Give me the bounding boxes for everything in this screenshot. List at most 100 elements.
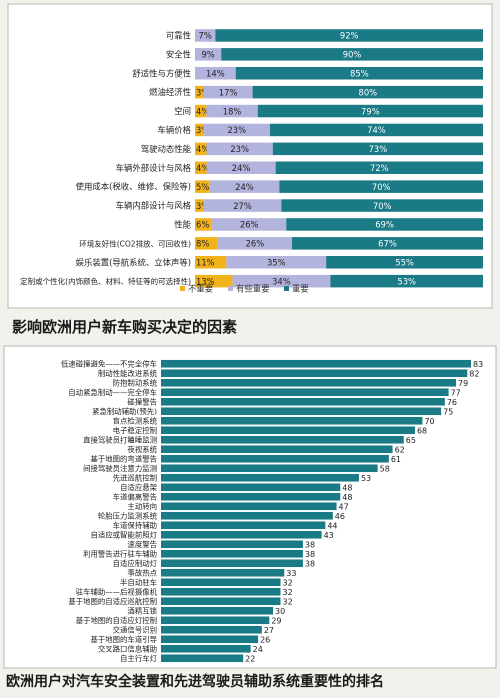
factor-label: 安全性 bbox=[166, 49, 191, 59]
system-bar bbox=[161, 397, 445, 406]
factor-bar-segment bbox=[195, 29, 216, 42]
system-value-label: 29 bbox=[271, 616, 281, 625]
system-bar bbox=[161, 454, 389, 463]
factor-bar-segment bbox=[291, 237, 483, 250]
factor-bar-segment bbox=[195, 274, 233, 288]
factor-value-label: 3% bbox=[196, 201, 209, 211]
system-bar bbox=[161, 416, 423, 425]
system-value-label: 76 bbox=[447, 398, 457, 407]
factor-value-label: 53% bbox=[397, 276, 416, 286]
factor-value-label: 92% bbox=[340, 31, 359, 41]
system-label: 半自动驻车 bbox=[120, 578, 157, 587]
factor-bar-segment bbox=[195, 180, 210, 193]
system-value-label: 33 bbox=[286, 569, 296, 578]
system-value-label: 47 bbox=[339, 502, 349, 511]
factor-value-label: 3% bbox=[196, 87, 209, 97]
system-label: 车道偏离警告 bbox=[113, 493, 157, 502]
factor-bar-segment bbox=[275, 161, 483, 174]
system-value-label: 44 bbox=[327, 521, 337, 530]
factor-label: 空间 bbox=[174, 106, 191, 116]
system-value-label: 62 bbox=[395, 445, 405, 454]
system-value-label: 53 bbox=[361, 474, 371, 483]
factor-bar-segment bbox=[206, 142, 273, 156]
factor-label: 燃油经济性 bbox=[149, 87, 191, 97]
factor-value-label: 73% bbox=[369, 144, 388, 154]
chart1-title: 影响欧洲用户新车购买决定的因素 bbox=[12, 318, 238, 336]
factor-bar-segment bbox=[235, 67, 483, 80]
factor-label: 车辆内部设计与风格 bbox=[116, 201, 192, 211]
factor-bar-segment bbox=[209, 180, 280, 193]
system-value-label: 46 bbox=[335, 512, 345, 521]
system-label: 驻车辅助——后视摄像机 bbox=[76, 588, 158, 597]
system-label: 交叉路口信息辅助 bbox=[98, 645, 157, 654]
system-label: 基于地图的车道引导 bbox=[90, 635, 157, 644]
factor-value-label: 24% bbox=[235, 182, 254, 192]
system-bar bbox=[161, 511, 333, 520]
factor-bar-segment bbox=[269, 123, 483, 137]
factor-bar-segment bbox=[195, 142, 207, 156]
system-label: 事故热点 bbox=[127, 569, 157, 578]
factor-label: 车辆外部设计与风格 bbox=[116, 163, 192, 173]
legend-swatch bbox=[284, 286, 289, 291]
system-bar bbox=[161, 521, 326, 530]
system-label: 自适应或智能前照灯 bbox=[90, 531, 157, 540]
legend-label: 有些重要 bbox=[236, 284, 270, 294]
system-value-label: 83 bbox=[473, 360, 483, 369]
factor-label: 驾驶动态性能 bbox=[141, 144, 192, 154]
factor-bar-segment bbox=[252, 85, 483, 99]
system-bar bbox=[161, 635, 259, 644]
factor-value-label: 11% bbox=[196, 257, 215, 267]
system-value-label: 38 bbox=[305, 550, 315, 559]
system-label: 碰撞警告 bbox=[127, 398, 157, 407]
factor-value-label: 69% bbox=[375, 220, 394, 230]
factor-bar-segment bbox=[215, 29, 483, 42]
factor-bar-segment bbox=[195, 48, 222, 61]
system-value-label: 70 bbox=[424, 417, 434, 426]
factor-bar-segment bbox=[281, 199, 483, 212]
factor-bar-segment bbox=[326, 256, 483, 269]
chart2-title: 欧洲用户对汽车安全装置和先进驾驶员辅助系统重要性的排名 bbox=[6, 674, 384, 690]
system-value-label: 65 bbox=[406, 436, 416, 445]
factor-value-label: 18% bbox=[223, 106, 242, 116]
system-label: 车道保持辅助 bbox=[113, 521, 157, 530]
factor-label: 可靠性 bbox=[166, 30, 191, 40]
factor-label: 娱乐装置(导航系统、立体声等) bbox=[76, 257, 191, 267]
factor-bar-segment bbox=[232, 274, 331, 288]
factor-bar-segment bbox=[206, 161, 276, 174]
system-label: 盲点检测系统 bbox=[113, 417, 158, 426]
factor-value-label: 24% bbox=[232, 163, 251, 173]
factor-bar-segment bbox=[195, 256, 227, 269]
factor-value-label: 6% bbox=[196, 220, 209, 230]
factor-label: 车辆价格 bbox=[158, 125, 192, 135]
factor-label: 舒适性与方便性 bbox=[132, 68, 191, 78]
factor-value-label: 4% bbox=[196, 144, 209, 154]
factor-bar-segment bbox=[217, 237, 292, 250]
system-label: 速度警告 bbox=[127, 540, 157, 549]
system-value-label: 68 bbox=[417, 426, 427, 435]
factor-bar-segment bbox=[212, 218, 287, 231]
system-label: 酒精互锁 bbox=[127, 607, 157, 616]
system-label: 轮胎压力监测系统 bbox=[98, 512, 158, 521]
factor-label: 使用成本(税收、维修、保险等) bbox=[76, 182, 191, 192]
factor-value-label: 90% bbox=[343, 50, 362, 60]
system-bar bbox=[161, 378, 457, 387]
factor-value-label: 17% bbox=[219, 87, 238, 97]
factor-bar-segment bbox=[195, 199, 204, 212]
system-bar bbox=[161, 492, 341, 501]
system-value-label: 32 bbox=[283, 588, 293, 597]
system-bar bbox=[161, 568, 285, 577]
system-label: 紧急制动辅助(预先) bbox=[92, 407, 157, 416]
system-value-label: 43 bbox=[324, 531, 334, 540]
system-label: 自适应制动灯 bbox=[113, 559, 158, 568]
factor-value-label: 70% bbox=[372, 182, 391, 192]
system-label: 基于地图的弯道警告 bbox=[90, 455, 157, 464]
factor-bar-segment bbox=[203, 199, 282, 212]
system-bar bbox=[161, 483, 341, 492]
system-label: 基于地图的自适应巡航控制 bbox=[68, 597, 157, 606]
factor-bar-segment bbox=[330, 274, 483, 288]
factor-value-label: 26% bbox=[246, 239, 265, 249]
system-bar bbox=[161, 578, 281, 587]
legend-label: 不重要 bbox=[188, 284, 213, 294]
system-value-label: 30 bbox=[275, 607, 285, 616]
system-value-label: 48 bbox=[342, 483, 352, 492]
